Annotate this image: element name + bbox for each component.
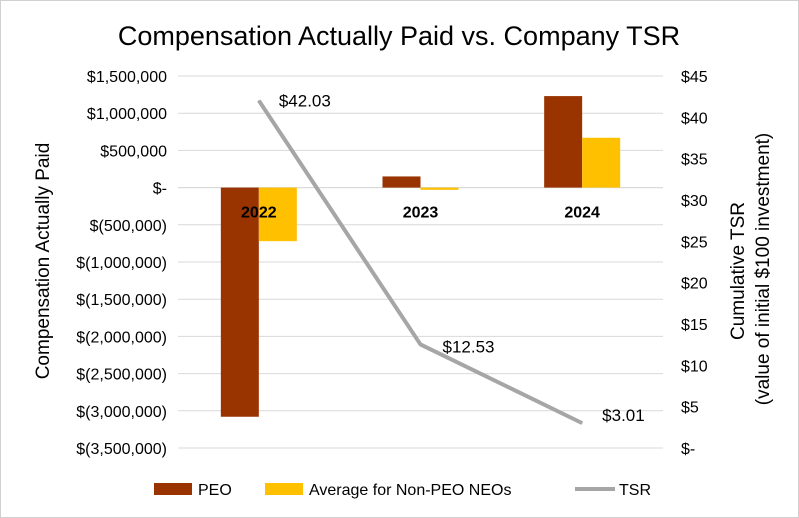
- y2-tick-label: $45: [681, 69, 708, 86]
- y2-tick-label: $25: [681, 234, 708, 251]
- tsr-point: [420, 343, 421, 345]
- axes: $1,500,000 $1,000,000 $500,000 $- $(500,000)…: [76, 69, 708, 458]
- bar-peo-2024: [544, 96, 583, 188]
- tsr-point: [581, 422, 583, 424]
- legend-label: TSR: [619, 482, 651, 499]
- bar-average-for-non-peo-neos-2022: [258, 187, 297, 242]
- y2-tick-label: $35: [681, 152, 708, 169]
- tsr-data-label: $3.01: [602, 406, 645, 425]
- legend: PEO Average for Non-PEO NEOs TSR: [154, 482, 651, 499]
- y-tick-label: $500,000: [100, 143, 167, 160]
- y-tick-label: $-: [153, 181, 167, 198]
- tsr-data-label: $42.03: [279, 92, 331, 111]
- y-tick-label: $(1,500,000): [76, 292, 167, 309]
- tsr-data-label: $12.53: [443, 337, 495, 356]
- y-tick-label: $1,000,000: [87, 106, 167, 123]
- y2-tick-label: $20: [681, 276, 708, 293]
- y2-axis-label-line2: (value of initial $100 investment): [753, 133, 774, 405]
- tsr-line: $42.03 $12.53 $3.01: [257, 92, 645, 425]
- legend-label: Average for Non-PEO NEOs: [309, 482, 511, 499]
- y2-tick-label: $40: [681, 110, 708, 127]
- y-tick-label: $(3,500,000): [76, 441, 167, 458]
- category-labels: 2022 2023 2024: [241, 205, 600, 222]
- y-tick-label: $(1,000,000): [76, 255, 167, 272]
- y-tick-label: $(2,000,000): [76, 329, 167, 346]
- chart-title: Compensation Actually Paid vs. Company T…: [118, 21, 680, 51]
- category-label: 2022: [241, 205, 277, 222]
- bar-average-for-non-peo-neos-2023: [420, 187, 459, 190]
- bar-average-for-non-peo-neos-2024: [582, 137, 621, 188]
- bar-peo-2022: [220, 187, 259, 417]
- y2-tick-label: $10: [681, 358, 708, 375]
- category-label: 2024: [564, 205, 600, 222]
- legend-label: PEO: [198, 482, 232, 499]
- category-label: 2023: [403, 205, 439, 222]
- legend-swatch-average-for-non-peo-neos: [265, 483, 303, 495]
- legend-swatch-peo: [154, 483, 192, 495]
- y2-tick-label: $15: [681, 317, 708, 334]
- y-tick-label: $(3,000,000): [76, 404, 167, 421]
- y2-axis-label-line1: Cumulative TSR: [728, 202, 749, 340]
- y2-tick-label: $-: [681, 441, 695, 458]
- y-axis-label: Compensation Actually Paid: [33, 143, 54, 380]
- y2-tick-label: $30: [681, 193, 708, 210]
- y-tick-label: $(2,500,000): [76, 367, 167, 384]
- y-tick-label: $(500,000): [90, 218, 167, 235]
- bar-peo-2023: [382, 176, 421, 188]
- y-tick-label: $1,500,000: [87, 69, 167, 86]
- tsr-point: [258, 100, 260, 102]
- y2-tick-label: $5: [681, 400, 699, 417]
- bars: [220, 96, 621, 417]
